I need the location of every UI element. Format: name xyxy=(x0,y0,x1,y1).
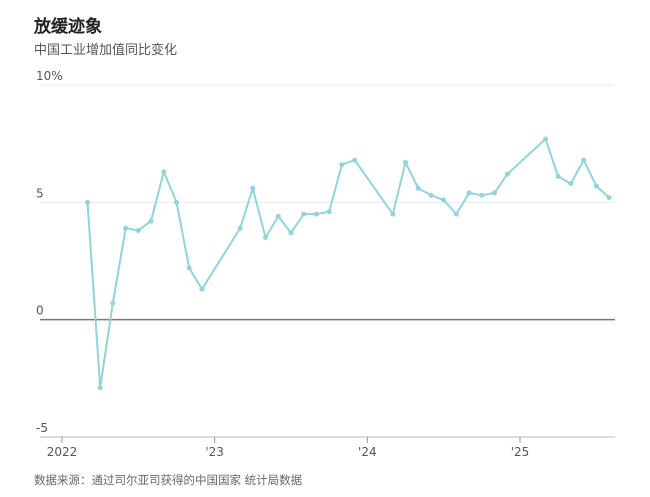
data-point xyxy=(453,211,459,217)
data-point xyxy=(97,385,103,391)
data-point xyxy=(84,199,90,205)
x-tick-label: 2022 xyxy=(47,445,78,459)
data-point xyxy=(606,195,612,201)
chart-subtitle: 中国工业增加值同比变化 xyxy=(34,42,177,58)
x-tick-label: '24 xyxy=(358,445,377,459)
data-point xyxy=(581,157,587,163)
source-note: 数据来源：通过司尔亚司获得的中国国家 统计局数据 xyxy=(34,473,303,487)
data-point xyxy=(301,211,307,217)
data-point xyxy=(110,300,116,306)
data-point xyxy=(199,286,205,292)
data-point xyxy=(593,183,599,189)
data-point xyxy=(250,185,256,191)
data-point xyxy=(352,157,358,163)
data-point xyxy=(542,136,548,142)
data-point xyxy=(288,230,294,236)
data-point xyxy=(428,192,434,198)
y-tick-label: 10% xyxy=(36,69,63,83)
data-point xyxy=(123,225,129,231)
data-point xyxy=(555,174,561,180)
data-point xyxy=(339,162,345,168)
data-point xyxy=(313,211,319,217)
chart-title: 放缓迹象 xyxy=(33,16,102,37)
data-point xyxy=(479,192,485,198)
data-point xyxy=(186,265,192,271)
data-point xyxy=(135,227,141,233)
data-point xyxy=(415,185,421,191)
data-point xyxy=(275,213,281,219)
y-tick-label: -5 xyxy=(36,421,48,435)
data-point xyxy=(390,211,396,217)
data-point xyxy=(504,171,510,177)
data-point xyxy=(441,197,447,203)
data-point xyxy=(568,181,574,187)
data-point xyxy=(466,190,472,196)
series-line xyxy=(86,138,610,389)
data-point xyxy=(237,225,243,231)
y-tick-label: 5 xyxy=(36,186,44,200)
data-point xyxy=(492,190,498,196)
x-tick-label: '23 xyxy=(205,445,224,459)
x-tick-label: '25 xyxy=(511,445,530,459)
data-point xyxy=(403,159,408,165)
data-point xyxy=(263,235,269,241)
data-point xyxy=(174,199,179,205)
data-point xyxy=(326,209,332,215)
data-point xyxy=(161,169,167,175)
data-point xyxy=(148,218,154,224)
y-tick-label: 0 xyxy=(36,304,44,318)
